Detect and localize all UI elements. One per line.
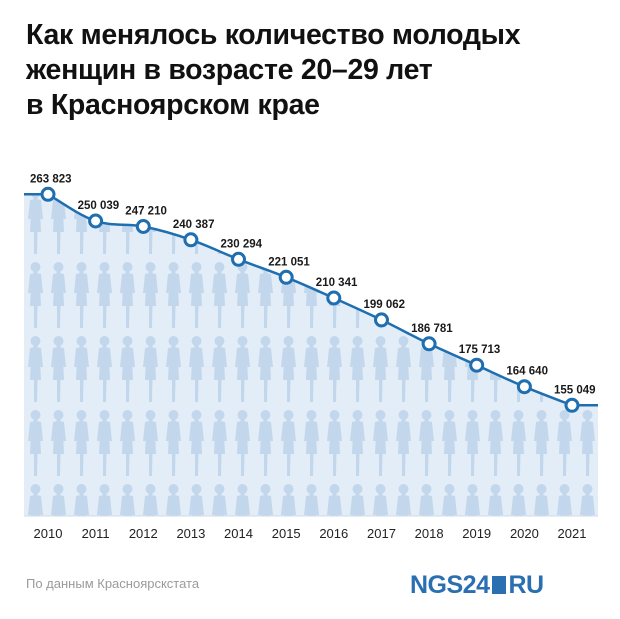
x-tick-2012: 2012 [129, 526, 158, 541]
x-tick-2021: 2021 [558, 526, 587, 541]
data-point-2016 [326, 290, 342, 306]
logo-square-icon [492, 576, 507, 594]
series-line [24, 193, 598, 407]
data-label-2010: 263 823 [30, 173, 72, 185]
data-point-2021 [564, 397, 580, 413]
data-point-2010 [40, 186, 56, 202]
data-label-2020: 164 640 [506, 366, 548, 378]
data-point-2019 [469, 357, 485, 373]
x-tick-2014: 2014 [224, 526, 253, 541]
data-label-2018: 186 781 [411, 323, 453, 335]
x-tick-2016: 2016 [319, 526, 348, 541]
x-tick-2010: 2010 [34, 526, 63, 541]
title-line-2: женщин в возрасте 20–29 лет [26, 54, 433, 86]
data-point-2014 [231, 251, 246, 267]
x-tick-2018: 2018 [415, 526, 444, 541]
area-chart: 263 823 250 039 247 210 240 387 230 294 221 0… [24, 173, 598, 541]
data-label-2021: 155 049 [554, 384, 596, 396]
source-note: По данным Красноярскстата [26, 576, 200, 591]
x-tick-2011: 2011 [82, 526, 110, 541]
data-label-2011: 250 039 [78, 200, 120, 212]
logo-suffix: RU [508, 571, 544, 599]
chart-title: Как менялось количество молодых женщин в… [26, 18, 606, 123]
data-label-2012: 247 210 [125, 206, 167, 218]
data-point-2013 [183, 232, 199, 248]
data-point-2018 [421, 336, 437, 352]
data-point-2011 [88, 213, 104, 229]
x-tick-2019: 2019 [462, 526, 491, 541]
data-point-2015 [278, 269, 294, 285]
data-point-2012 [135, 219, 151, 234]
title-line-1: Как менялось количество молодых [26, 19, 521, 51]
x-tick-2020: 2020 [510, 526, 539, 541]
data-point-2017 [374, 312, 389, 328]
logo-main: NGS24 [410, 571, 490, 599]
title-line-3: в Красноярском крае [26, 89, 320, 121]
ngs24-logo: NGS24 RU [410, 571, 544, 599]
data-point-2020 [516, 379, 532, 395]
data-label-2014: 230 294 [221, 238, 263, 250]
x-tick-2015: 2015 [272, 526, 301, 541]
data-label-2017: 199 062 [364, 299, 406, 311]
data-label-2015: 221 051 [268, 256, 310, 268]
data-label-2019: 175 713 [459, 344, 501, 356]
data-label-2016: 210 341 [316, 277, 358, 289]
x-tick-2017: 2017 [367, 526, 396, 541]
x-tick-2013: 2013 [176, 526, 205, 541]
data-label-2013: 240 387 [173, 219, 215, 231]
